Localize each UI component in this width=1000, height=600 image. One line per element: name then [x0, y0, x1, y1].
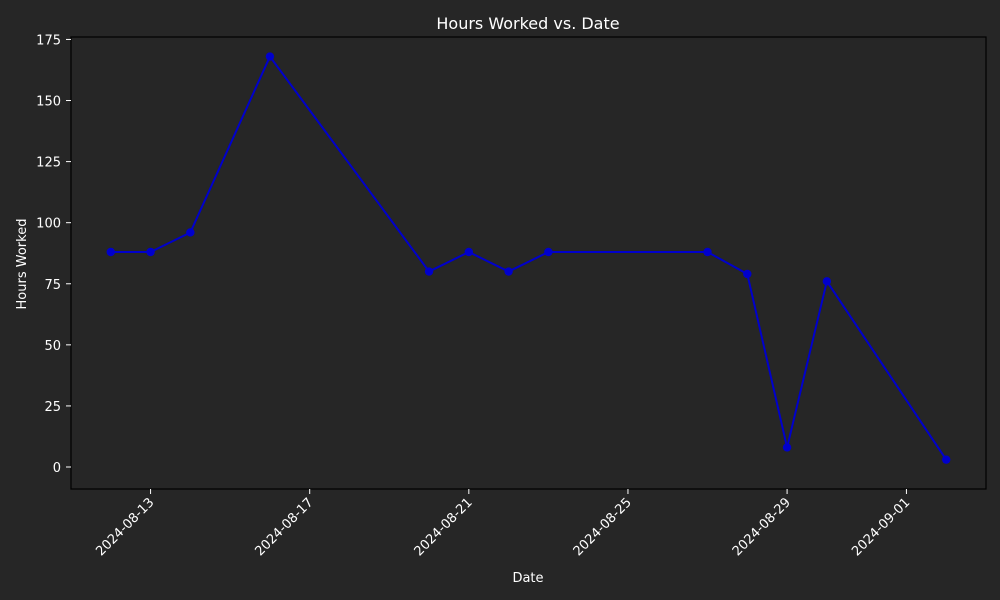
data-point: [703, 247, 712, 257]
y-tick-label: 175: [36, 33, 61, 48]
x-axis-label: Date: [512, 571, 543, 586]
data-point: [424, 267, 434, 276]
data-point: [146, 247, 155, 257]
data-point: [782, 443, 792, 452]
data-point: [822, 277, 832, 286]
y-tick-label: 50: [44, 339, 61, 354]
data-point: [743, 269, 752, 279]
data-point: [544, 247, 553, 257]
y-tick-label: 25: [44, 400, 61, 415]
plot-frame: [70, 36, 987, 490]
data-point: [106, 247, 115, 257]
series-layer: [106, 52, 951, 464]
data-point: [464, 247, 474, 257]
y-tick-label: 0: [53, 461, 61, 476]
y-axis: 0 25 50 75 100 125 150 175: [36, 33, 71, 476]
plot-area: [70, 36, 987, 490]
chart-title: Hours Worked vs. Date: [436, 14, 619, 33]
y-axis-label: Hours Worked: [15, 219, 30, 310]
y-tick-label: 150: [36, 95, 61, 110]
data-point: [504, 267, 513, 276]
data-point: [186, 228, 195, 237]
data-point: [942, 455, 951, 464]
y-tick-label: 75: [44, 278, 61, 293]
y-tick-label: 125: [36, 156, 61, 171]
data-point: [265, 52, 275, 61]
y-tick-label: 100: [36, 217, 61, 232]
